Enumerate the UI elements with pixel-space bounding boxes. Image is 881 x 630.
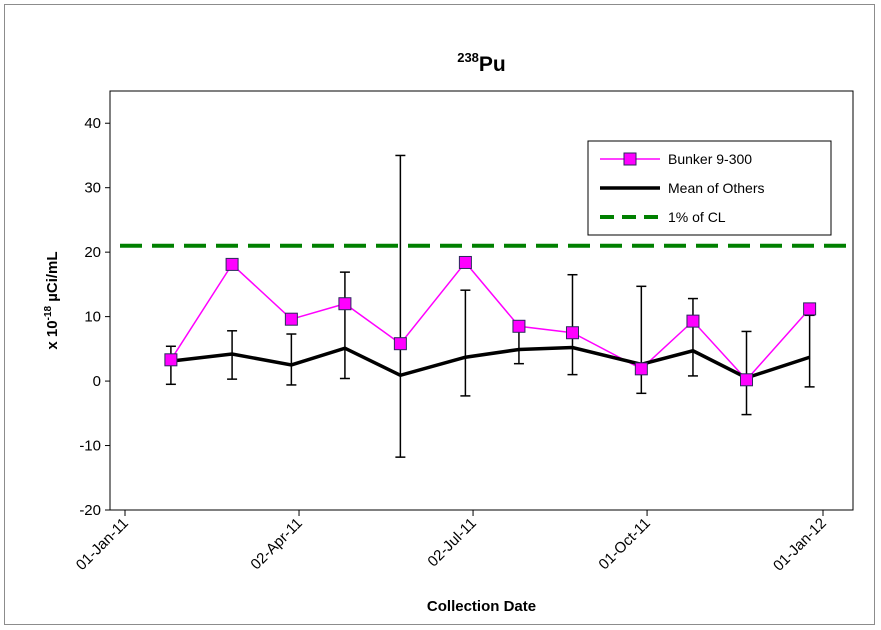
legend-label: Bunker 9-300 [668,151,752,167]
bunker-point [338,297,352,311]
error-bars [165,154,815,458]
bunker-point [284,312,298,326]
bunker-point [565,326,579,340]
bunker-point [634,362,648,376]
y-tick-label: 20 [84,244,101,261]
x-tick-label: 02-Jul-11 [424,515,479,570]
bunker-point [225,257,239,271]
y-tick-label: 10 [84,309,101,326]
x-tick-label: 02-Apr-11 [247,515,305,573]
bunker-series-line [170,261,811,381]
x-tick-label: 01-Oct-11 [595,515,653,573]
chart-svg: 238Pu -20 -10 0 10 20 30 40 01-Jan-11 02-Apr-11… [43,50,854,615]
bunker-point [803,302,817,316]
bunker-point [512,319,526,333]
mean-series-line [170,345,811,380]
chart-frame: 238Pu -20 -10 0 10 20 30 40 01-Jan-11 02-Apr-11… [4,4,875,625]
chart-title: 238Pu [457,50,506,76]
y-tick-label: 30 [84,180,101,197]
y-tick-label: 40 [84,115,101,132]
y-axis: -20 -10 0 10 20 30 40 [79,115,110,519]
x-axis: 01-Jan-11 02-Apr-11 02-Jul-11 01-Oct-11 01-J… [73,510,830,575]
legend-label: 1% of CL [668,209,726,225]
series-lines [170,261,811,381]
bunker-point [164,353,178,367]
bunker-point [740,373,754,387]
y-tick-label: -20 [79,502,101,519]
legend-label: Mean of Others [668,180,765,196]
bunker-point [458,255,472,269]
legend: Bunker 9-300 Mean of Others 1% of CL [587,140,832,236]
series-markers [164,255,817,387]
legend-swatch-marker [623,152,637,166]
x-tick-label: 01-Jan-11 [73,515,132,574]
y-tick-label: -10 [79,438,101,455]
svg-text:238Pu: 238Pu [457,50,506,76]
x-tick-label: 01-Jan-12 [770,515,830,575]
bunker-point [686,314,700,328]
y-tick-label: 0 [93,373,101,390]
chart-title-main: Pu [479,53,506,76]
bunker-point [393,337,407,351]
y-axis-title: x 10-18 µCi/mL [43,251,61,349]
chart-title-superscript: 238 [457,50,479,65]
x-axis-title: Collection Date [427,598,536,615]
